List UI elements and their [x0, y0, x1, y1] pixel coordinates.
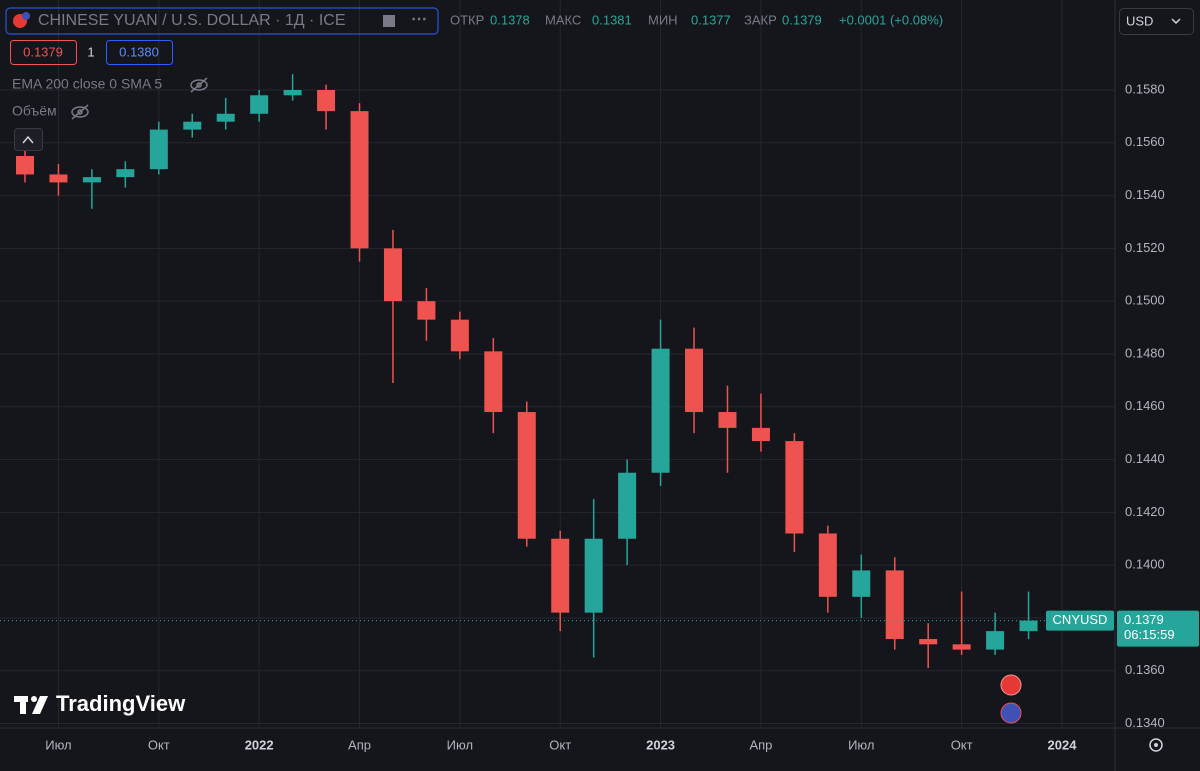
x-tick-label: 2023 — [646, 737, 675, 752]
y-tick-label: 0.1500 — [1125, 293, 1165, 308]
candle-body — [417, 301, 436, 320]
candle-body — [317, 90, 336, 112]
candle-body — [49, 174, 68, 183]
ohlc-value: 0.1377 — [691, 12, 731, 27]
candle-body — [584, 538, 603, 613]
symbol-badge — [1046, 610, 1114, 631]
candle-body — [1019, 620, 1038, 632]
indicator-label: EMA 200 close 0 SMA 5 — [12, 76, 162, 92]
candle-body — [952, 644, 971, 650]
symbol-badge-label: CNYUSD — [1053, 612, 1108, 627]
currency: USD — [1126, 13, 1153, 28]
x-tick-label: Июл — [848, 737, 874, 752]
y-tick-label: 0.1580 — [1125, 81, 1165, 96]
y-tick-label: 0.1440 — [1125, 451, 1165, 466]
candle-body — [685, 348, 704, 413]
x-tick-label: Апр — [749, 737, 772, 752]
candle-body — [350, 111, 369, 249]
candle-body — [183, 121, 202, 130]
candle-body — [116, 169, 135, 178]
sell-button[interactable] — [10, 40, 77, 65]
ohlc-label: МИН — [648, 12, 678, 27]
symbol-flag-2 — [22, 12, 30, 20]
symbol-title: CHINESE YUAN / U.S. DOLLAR · 1Д · ICE — [38, 12, 346, 29]
candle-body — [751, 427, 770, 442]
volume-label: Объём — [12, 103, 57, 119]
ohlc-value: 0.1379 — [782, 12, 822, 27]
x-tick-label: 2022 — [245, 737, 274, 752]
candle-body — [919, 639, 938, 645]
brand-logo — [14, 696, 48, 714]
collapse-icon — [22, 135, 34, 144]
candle-body — [383, 248, 402, 302]
collapse-button[interactable] — [14, 128, 43, 151]
buy-price: 0.1380 — [119, 44, 159, 59]
candle-body — [517, 412, 536, 539]
axes: 0.13400.13600.13800.14000.14200.14400.14… — [45, 81, 1199, 752]
candle-body — [651, 348, 670, 473]
candle-body — [484, 351, 503, 413]
y-tick-label: 0.1460 — [1125, 398, 1165, 413]
candle-body — [216, 113, 235, 122]
candle-body — [986, 631, 1005, 650]
y-tick-label: 0.1340 — [1125, 715, 1165, 730]
flag-icon[interactable] — [383, 15, 395, 27]
hide-volume-icon[interactable] — [71, 104, 89, 120]
x-tick-label: Апр — [348, 737, 371, 752]
quantity: 1 — [87, 44, 94, 59]
currency-select[interactable] — [1119, 8, 1194, 35]
candles — [0, 74, 1115, 669]
candle-body — [785, 441, 804, 534]
y-tick-label: 0.1400 — [1125, 557, 1165, 572]
y-tick-label: 0.1540 — [1125, 187, 1165, 202]
candle-body — [82, 177, 101, 183]
candle-body — [149, 129, 168, 170]
ohlc-value: 0.1378 — [490, 12, 530, 27]
last-price-badge — [1117, 610, 1199, 647]
x-tick-label: 2024 — [1048, 737, 1078, 752]
sell-price: 0.1379 — [23, 44, 63, 59]
last-price-value: 0.1379 — [1124, 612, 1164, 627]
candle-body — [818, 533, 837, 597]
settings-icon[interactable] — [1149, 738, 1163, 752]
y-tick-label: 0.1560 — [1125, 134, 1165, 149]
ohlc-value: 0.1381 — [592, 12, 632, 27]
candle-body — [283, 90, 302, 96]
y-tick-label: 0.1360 — [1125, 662, 1165, 677]
y-tick-label: 0.1520 — [1125, 240, 1165, 255]
candle-body — [885, 570, 904, 640]
y-tick-label: 0.1480 — [1125, 345, 1165, 360]
event-flag[interactable] — [1000, 674, 1022, 696]
ohlc-label: ЗАКР — [744, 12, 777, 27]
symbol-box[interactable] — [5, 7, 439, 35]
candle-body — [16, 156, 34, 175]
candle-body — [551, 538, 570, 613]
candle-body — [450, 319, 469, 352]
buy-button[interactable] — [106, 40, 173, 65]
settings-icon-center — [1154, 743, 1158, 747]
candle-body — [718, 412, 737, 428]
y-tick-label: 0.1420 — [1125, 504, 1165, 519]
hide-indicator-icon[interactable] — [190, 77, 208, 93]
ohlc-label: ОТКР — [450, 12, 484, 27]
event-flag[interactable] — [1000, 702, 1022, 724]
x-tick-label: Июл — [447, 737, 473, 752]
currency-chevron — [1171, 18, 1181, 25]
x-tick-label: Окт — [148, 737, 170, 752]
more-icon[interactable]: ⋯ — [411, 11, 427, 28]
last-price-countdown: 06:15:59 — [1124, 627, 1175, 642]
ohlc-label: МАКС — [545, 12, 581, 27]
x-tick-label: Июл — [45, 737, 71, 752]
candle-body — [250, 95, 269, 114]
candle-body — [852, 570, 871, 597]
candle-body — [618, 472, 637, 539]
x-tick-label: Окт — [951, 737, 973, 752]
brand-name: TradingView — [56, 691, 186, 716]
x-tick-label: Окт — [549, 737, 571, 752]
change: +0.0001 (+0.08%) — [839, 12, 943, 27]
